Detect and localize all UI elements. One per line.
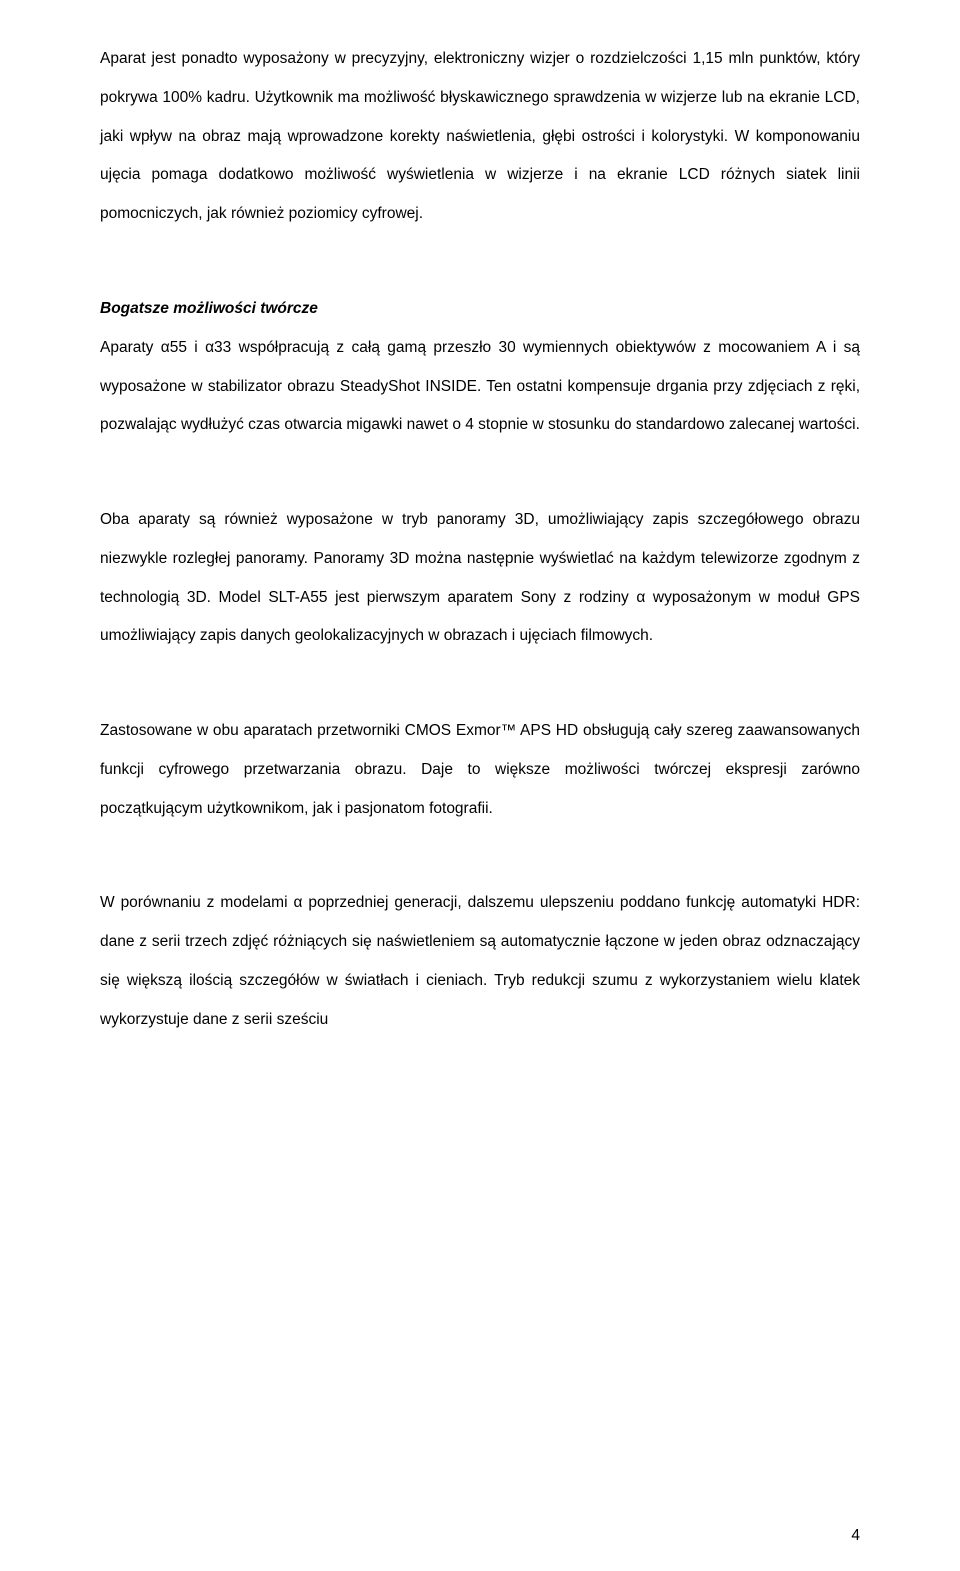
paragraph: Oba aparaty są również wyposażone w tryb… — [100, 501, 860, 656]
page-number: 4 — [851, 1528, 860, 1544]
paragraph: Aparaty α55 i α33 współpracują z całą ga… — [100, 329, 860, 445]
paragraph: Zastosowane w obu aparatach przetworniki… — [100, 712, 860, 828]
section-block: Bogatsze możliwości twórcze Aparaty α55 … — [100, 290, 860, 445]
paragraph: Aparat jest ponadto wyposażony w precyzy… — [100, 40, 860, 234]
section-heading: Bogatsze możliwości twórcze — [100, 290, 860, 327]
document-page: Aparat jest ponadto wyposażony w precyzy… — [0, 0, 960, 1571]
paragraph: W porównaniu z modelami α poprzedniej ge… — [100, 884, 860, 1039]
